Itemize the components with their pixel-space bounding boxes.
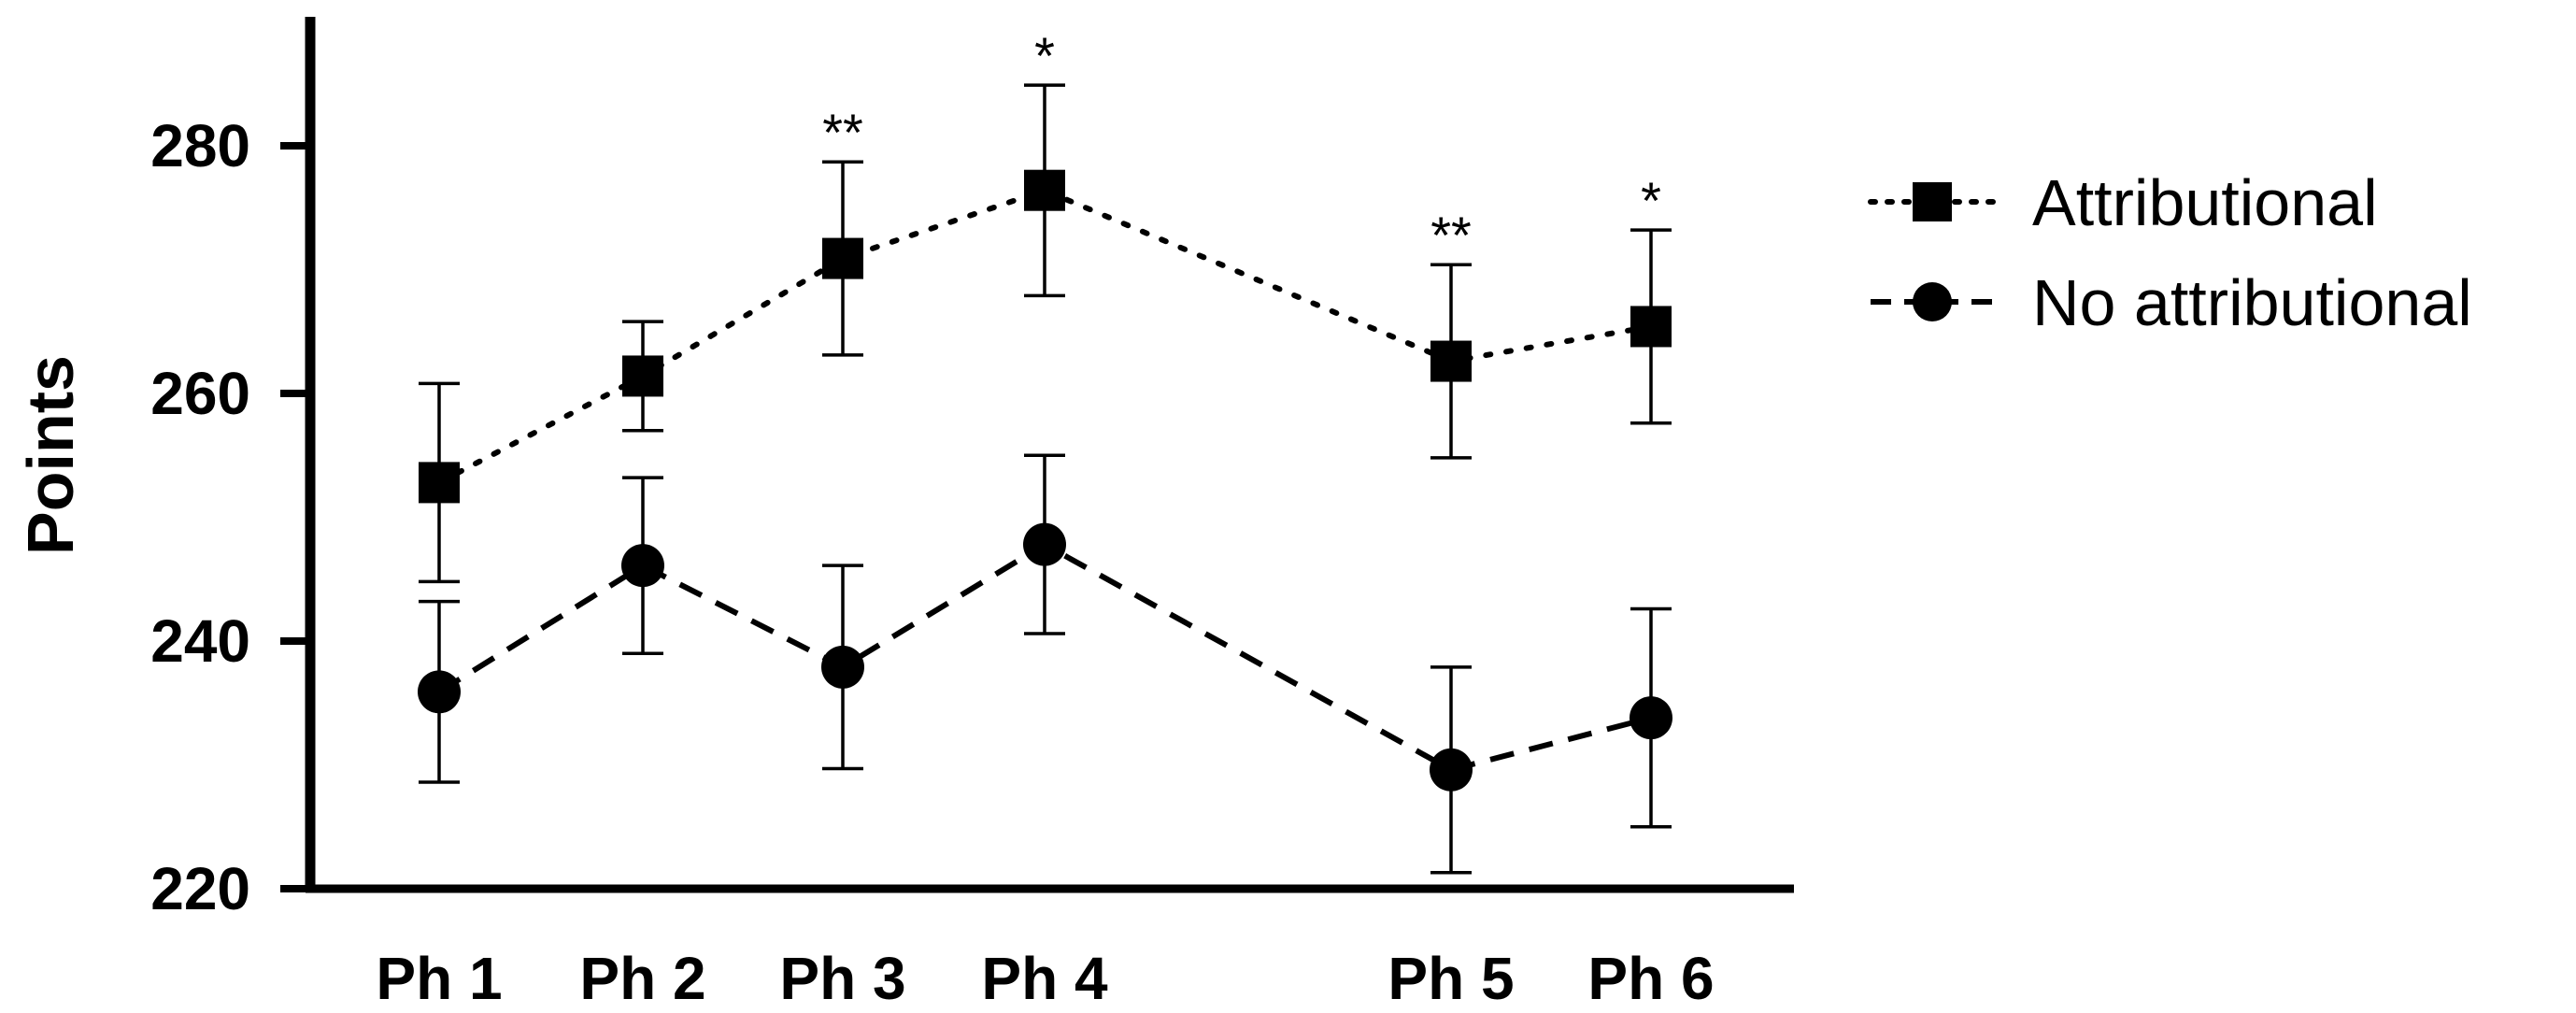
significance-marker: * [1034, 26, 1055, 85]
y-ticks: 220 240 260 280 [150, 112, 310, 922]
y-tick-label: 220 [150, 855, 250, 922]
y-tick-label: 260 [150, 360, 250, 427]
data-point-circle [1430, 748, 1473, 792]
legend-marker-circle [1913, 282, 1952, 321]
data-point-square [822, 237, 863, 279]
legend: Attributional No attributional [1868, 166, 2472, 339]
plot-area: ****** [418, 26, 1672, 875]
x-tick-label: Ph 4 [981, 945, 1108, 1012]
legend-item: No attributional [1871, 266, 2472, 339]
data-point-circle [821, 645, 864, 689]
y-tick-label: 280 [150, 112, 250, 179]
x-tick-label: Ph 3 [779, 945, 905, 1012]
x-ticks: Ph 1 Ph 2 Ph 3 Ph 4 Ph 5 Ph 6 [376, 945, 1714, 1012]
x-tick-label: Ph 6 [1587, 945, 1714, 1012]
data-point-circle [1023, 522, 1066, 566]
legend-marker-square [1913, 182, 1952, 221]
x-tick-label: Ph 5 [1388, 945, 1514, 1012]
legend-item: Attributional [1868, 166, 2378, 239]
x-tick-label: Ph 2 [579, 945, 705, 1012]
data-point-square [622, 355, 663, 397]
x-tick-label: Ph 1 [376, 945, 502, 1012]
significance-marker: * [1641, 171, 1661, 230]
data-point-square [419, 462, 460, 504]
series-attributional: ****** [419, 26, 1672, 584]
legend-label: No attributional [2032, 266, 2472, 339]
data-point-square [1630, 306, 1672, 348]
data-point-square [1024, 169, 1065, 211]
data-point-circle [621, 544, 664, 588]
series-line [436, 187, 1654, 486]
significance-marker: ** [822, 103, 863, 162]
data-point-square [1430, 340, 1472, 382]
significance-marker: ** [1430, 206, 1472, 264]
data-point-circle [1630, 696, 1672, 740]
y-tick-label: 240 [150, 607, 250, 675]
y-axis-title: Points [14, 355, 87, 555]
series-line [437, 541, 1652, 774]
data-point-circle [418, 670, 461, 714]
legend-label: Attributional [2032, 166, 2378, 239]
series-no-attributional [418, 453, 1672, 875]
